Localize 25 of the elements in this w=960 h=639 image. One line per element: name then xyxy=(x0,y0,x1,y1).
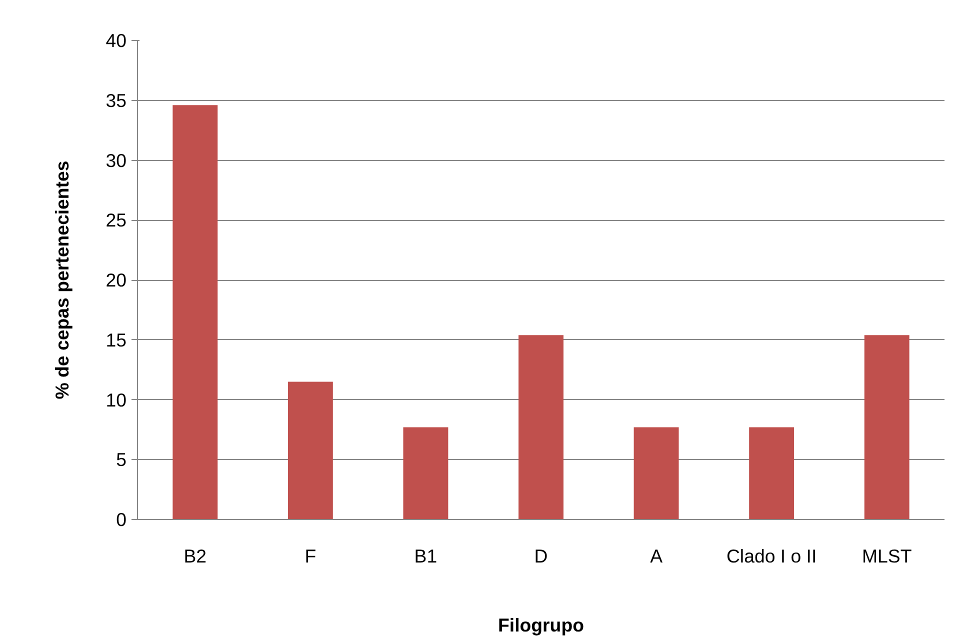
y-tick-label: 30 xyxy=(106,150,127,171)
bar xyxy=(749,427,794,520)
y-tick-label: 25 xyxy=(106,210,127,231)
y-tick-label: 5 xyxy=(116,449,127,470)
bar xyxy=(403,427,448,520)
y-tick-label: 20 xyxy=(106,270,127,290)
bar xyxy=(864,335,910,520)
bar xyxy=(518,335,564,520)
y-axis-title: % de cepas pertenecientes xyxy=(52,160,73,400)
x-tick-label: B1 xyxy=(414,546,438,566)
bar xyxy=(634,427,679,520)
x-tick-label: D xyxy=(534,546,548,566)
y-tick-label: 40 xyxy=(106,30,127,51)
bar xyxy=(172,105,218,520)
y-tick-label: 15 xyxy=(106,329,127,350)
y-tick-label: 0 xyxy=(116,509,127,530)
y-tick-label: 10 xyxy=(106,389,127,410)
x-tick-label: MLST xyxy=(862,546,912,566)
y-tick-label: 35 xyxy=(106,90,127,111)
x-tick-label: A xyxy=(650,546,664,566)
x-tick-label: F xyxy=(304,546,316,566)
x-tick-label: Clado I o II xyxy=(726,546,817,566)
x-tick-label: B2 xyxy=(184,546,207,566)
bar xyxy=(288,382,333,520)
x-axis-title: Filogrupo xyxy=(498,614,584,636)
